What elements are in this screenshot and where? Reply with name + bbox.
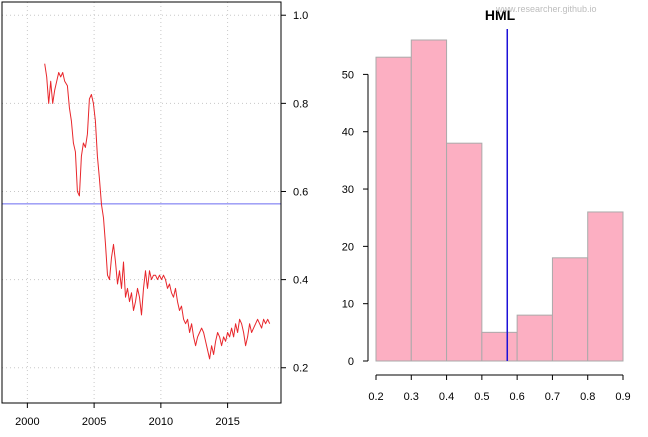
histogram-x-tick-label: 0.3: [404, 391, 419, 403]
histogram-x-axis: 0.2 0.3 0.4 0.5 0.6 0.7 0.8 0.9: [368, 374, 631, 403]
histogram-x-tick-label: 0.2: [368, 391, 383, 403]
histogram-x-tick-label: 0.6: [509, 391, 524, 403]
timeseries-y-axis: 0.2 0.4 0.6 0.8 1.0: [281, 10, 308, 375]
timeseries-y-tick-label: 1.0: [293, 10, 308, 22]
timeseries-y-tick-label: 0.4: [293, 275, 308, 287]
histogram-bar: [481, 331, 518, 362]
histogram-bar: [587, 211, 624, 362]
histogram-x-tick-label: 0.5: [474, 391, 489, 403]
histogram-title: HML: [485, 7, 516, 23]
histogram-y-tick-label: 50: [342, 69, 354, 81]
histogram-y-axis: 0 10 20 30 40 50: [342, 69, 369, 368]
timeseries-x-tick-label: 2000: [15, 416, 39, 428]
histogram-y-tick-label: 30: [342, 184, 354, 196]
timeseries-x-tick-label: 2005: [82, 416, 106, 428]
timeseries-grid: [2, 2, 281, 403]
histogram-bar: [446, 142, 483, 362]
histogram-x-tick-label: 0.9: [615, 391, 630, 403]
timeseries-x-tick-label: 2015: [215, 416, 239, 428]
timeseries-y-tick-label: 0.8: [293, 98, 308, 110]
histogram-bar: [375, 56, 412, 362]
histogram-bar: [551, 257, 589, 362]
histogram-x-tick-label: 0.8: [580, 391, 595, 403]
timeseries-y-tick-label: 0.2: [293, 363, 308, 375]
histogram-y-tick-label: 0: [348, 356, 354, 368]
timeseries-y-tick-label: 0.6: [293, 186, 308, 198]
histogram-panel: HML www.researcher.github.io 0.2 0.3 0.4 0.…: [342, 4, 631, 403]
timeseries-panel: 2000 2005 2010 2015 0.2 0.4 0.6 0.8 1.0: [1, 1, 308, 428]
timeseries-plot-border: [1, 1, 282, 404]
histogram-bars: [375, 39, 624, 362]
histogram-x-tick-label: 0.4: [439, 391, 454, 403]
timeseries-series-line: [44, 63, 271, 360]
histogram-y-tick-label: 10: [342, 299, 354, 311]
histogram-y-tick-label: 20: [342, 241, 354, 253]
histogram-y-tick-label: 40: [342, 127, 354, 139]
histogram-bar: [410, 39, 448, 362]
timeseries-x-tick-label: 2010: [149, 416, 173, 428]
watermark-text: www.researcher.github.io: [495, 4, 597, 14]
timeseries-x-axis: 2000 2005 2010 2015: [15, 403, 240, 428]
histogram-bar: [516, 314, 553, 362]
histogram-x-tick-label: 0.7: [545, 391, 560, 403]
